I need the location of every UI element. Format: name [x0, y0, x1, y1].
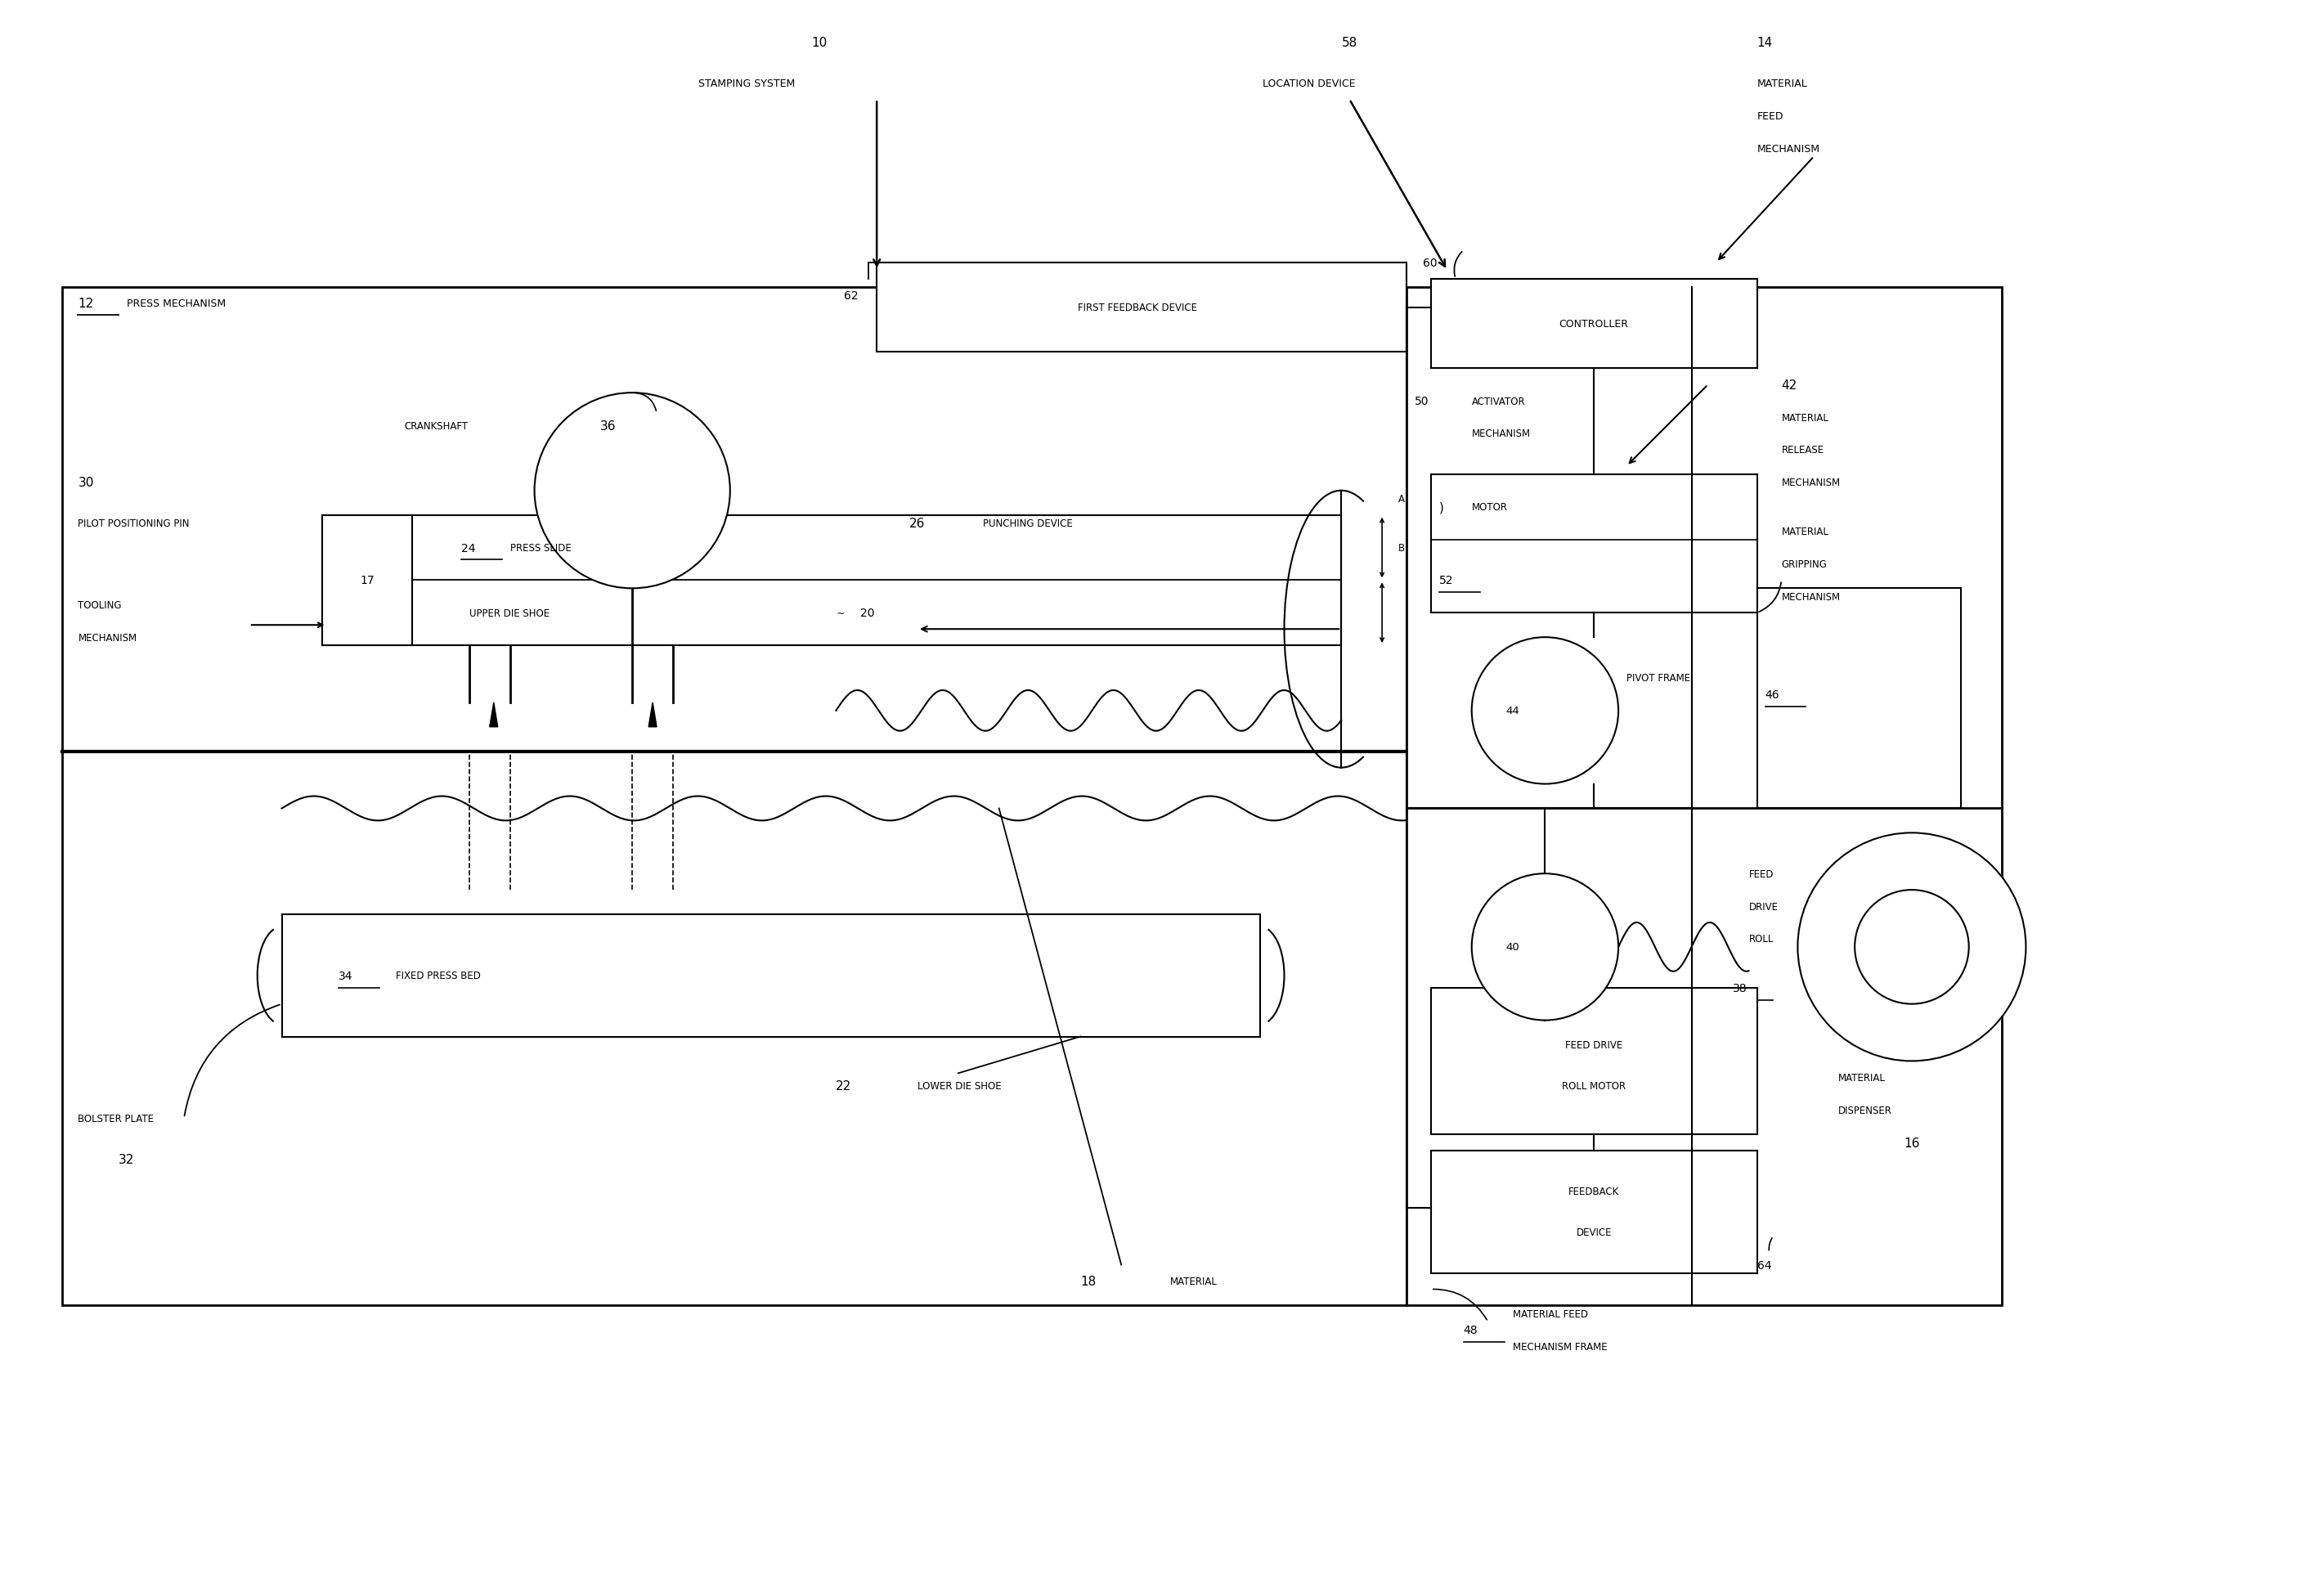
Text: STAMPING SYSTEM: STAMPING SYSTEM [697, 78, 795, 89]
Text: LOCATION DEVICE: LOCATION DEVICE [1262, 78, 1355, 89]
Text: PRESS SLIDE: PRESS SLIDE [509, 543, 572, 553]
Text: 42: 42 [1783, 379, 1796, 392]
Text: PUNCHING DEVICE: PUNCHING DEVICE [983, 518, 1071, 529]
Text: 48: 48 [1464, 1324, 1478, 1337]
Text: CONTROLLER: CONTROLLER [1559, 319, 1629, 330]
Text: MECHANISM: MECHANISM [1757, 143, 1820, 155]
Bar [1432, 279, 1757, 370]
Text: LOWER DIE SHOE: LOWER DIE SHOE [918, 1080, 1002, 1091]
Text: 16: 16 [1903, 1136, 1920, 1149]
Text: FEED DRIVE: FEED DRIVE [1566, 1040, 1622, 1050]
Text: 44: 44 [1506, 706, 1520, 717]
Text: FEED: FEED [1748, 868, 1773, 879]
Text: 12: 12 [79, 298, 93, 309]
Text: 26: 26 [909, 518, 925, 530]
Text: TOOLING: TOOLING [79, 599, 121, 610]
Text: MATERIAL FEED: MATERIAL FEED [1513, 1308, 1587, 1319]
Bar [63, 287, 1406, 1306]
Text: 60: 60 [1422, 256, 1436, 269]
Bar [1432, 1150, 1757, 1273]
Text: MECHANISM: MECHANISM [79, 632, 137, 644]
Text: 52: 52 [1439, 575, 1452, 586]
Text: 10: 10 [811, 37, 827, 49]
Text: ): ) [1439, 502, 1443, 513]
Text: 64: 64 [1757, 1258, 1771, 1271]
Bar [281, 914, 1260, 1037]
Text: CRANKSHAFT: CRANKSHAFT [404, 421, 467, 432]
Text: 38: 38 [1731, 983, 1748, 994]
Text: ~: ~ [837, 609, 844, 618]
Text: 34: 34 [339, 970, 353, 981]
Circle shape [1855, 890, 1968, 1004]
Text: 32: 32 [119, 1153, 135, 1164]
Bar [1406, 287, 2001, 1306]
Text: MECHANISM FRAME: MECHANISM FRAME [1513, 1341, 1606, 1352]
Text: 17: 17 [360, 575, 374, 586]
Circle shape [1471, 875, 1618, 1021]
Text: 24: 24 [460, 542, 476, 554]
Text: MECHANISM: MECHANISM [1783, 478, 1841, 487]
Text: MATERIAL: MATERIAL [1783, 526, 1829, 537]
Text: RELEASE: RELEASE [1783, 444, 1824, 456]
Polygon shape [648, 703, 658, 728]
Text: 40: 40 [1506, 941, 1520, 953]
Text: A: A [1399, 494, 1406, 505]
Text: MECHANISM: MECHANISM [1471, 429, 1532, 440]
Text: MATERIAL: MATERIAL [1783, 413, 1829, 424]
Text: BOLSTER PLATE: BOLSTER PLATE [79, 1114, 153, 1123]
Bar [1757, 589, 1961, 809]
Text: 30: 30 [79, 476, 93, 489]
Circle shape [1799, 833, 2027, 1061]
Text: 36: 36 [600, 419, 616, 432]
Text: UPPER DIE SHOE: UPPER DIE SHOE [469, 609, 548, 618]
Bar [323, 516, 1341, 645]
Text: PILOT POSITIONING PIN: PILOT POSITIONING PIN [79, 518, 191, 529]
Text: 50: 50 [1415, 395, 1429, 408]
Text: MATERIAL: MATERIAL [1757, 78, 1808, 89]
Circle shape [535, 393, 730, 589]
Text: FIXED PRESS BED: FIXED PRESS BED [395, 970, 481, 981]
Text: 14: 14 [1757, 37, 1773, 49]
Text: 58: 58 [1341, 37, 1357, 49]
Text: FEED: FEED [1757, 112, 1783, 121]
Text: DISPENSER: DISPENSER [1838, 1106, 1892, 1115]
Text: PIVOT FRAME: PIVOT FRAME [1627, 674, 1690, 683]
Bar [1432, 988, 1757, 1134]
Text: ACTIVATOR: ACTIVATOR [1471, 397, 1525, 406]
Text: FEEDBACK: FEEDBACK [1569, 1187, 1620, 1196]
Bar [876, 263, 1406, 352]
Bar [323, 516, 411, 645]
Text: B: B [1399, 543, 1406, 553]
Text: PRESS MECHANISM: PRESS MECHANISM [128, 298, 225, 309]
Text: 62: 62 [844, 290, 858, 301]
Text: MOTOR: MOTOR [1471, 502, 1508, 513]
Text: ROLL: ROLL [1748, 933, 1773, 945]
Text: MECHANISM: MECHANISM [1783, 591, 1841, 602]
Circle shape [1471, 637, 1618, 784]
Text: GRIPPING: GRIPPING [1783, 559, 1827, 570]
Text: 22: 22 [837, 1080, 853, 1091]
Text: FIRST FEEDBACK DEVICE: FIRST FEEDBACK DEVICE [1078, 303, 1197, 314]
Text: 46: 46 [1766, 688, 1780, 701]
Text: 20: 20 [860, 607, 874, 620]
Bar [1432, 475, 1757, 613]
Polygon shape [490, 703, 497, 728]
Text: ROLL MOTOR: ROLL MOTOR [1562, 1080, 1627, 1091]
Text: MATERIAL: MATERIAL [1171, 1276, 1218, 1287]
Text: 18: 18 [1081, 1274, 1097, 1287]
Text: DRIVE: DRIVE [1748, 902, 1778, 911]
Text: MATERIAL: MATERIAL [1838, 1072, 1885, 1083]
Text: DEVICE: DEVICE [1576, 1227, 1613, 1238]
